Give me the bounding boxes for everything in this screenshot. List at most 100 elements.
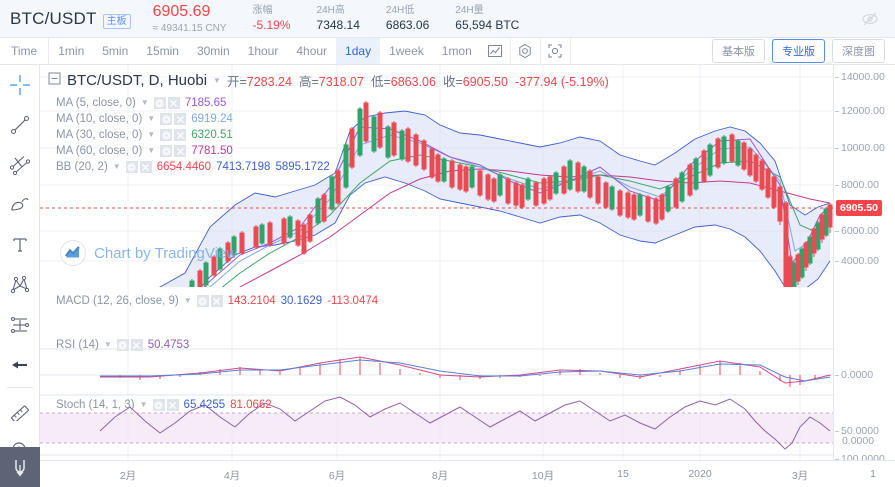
collapse-icon[interactable] [48, 72, 61, 89]
magnet-icon[interactable] [0, 447, 40, 487]
stat-value: -5.19% [252, 18, 291, 32]
settings-icon[interactable] [511, 38, 541, 64]
indicator-icon[interactable] [481, 38, 511, 64]
stat-label: 24H高 [316, 5, 345, 16]
interval-1mon[interactable]: 1mon [441, 44, 472, 58]
stat-high: 24H高 7348.14 [317, 5, 360, 32]
chevron-down-icon[interactable]: ▼ [147, 146, 156, 155]
indicator-remove-icon[interactable] [167, 97, 180, 109]
indicator-row-bb[interactable]: BB (20, 2) ▼ 6654.4460 7413.7198 5895.17… [56, 159, 330, 175]
indicator-remove-icon[interactable] [174, 113, 187, 125]
indicator-settings-icon[interactable] [116, 339, 129, 351]
indicator-settings-icon[interactable] [152, 399, 165, 411]
macd-tick: 0.0000 [834, 369, 874, 381]
indicator-remove-icon[interactable] [166, 399, 179, 411]
ohlc-low-value: 6863.06 [390, 75, 436, 89]
view-switcher: 基本版 专业版 深度图 [712, 38, 895, 64]
rsi-legend[interactable]: RSI (14) ▼ 50.4753 [56, 337, 189, 353]
price-pane [40, 101, 833, 287]
interval-toolbar: Time 1min 5min 15min 30min 1hour 4hour 1… [0, 38, 895, 65]
indicator-remove-icon[interactable] [130, 339, 143, 351]
ohlc-open-key: 开= [226, 75, 247, 89]
chevron-down-icon[interactable]: ▼ [147, 130, 156, 139]
chevron-down-icon[interactable]: ▼ [140, 98, 149, 107]
stat-value: 7348.14 [316, 18, 360, 32]
interval-1week[interactable]: 1week [389, 44, 424, 58]
stoch-k-value: 65.4255 [183, 399, 226, 411]
price-tick: 10000.00 [835, 142, 885, 154]
indicator-settings-icon[interactable] [160, 145, 173, 157]
stoch-legend[interactable]: Stoch (14, 1, 3) ▼ 65.4255 81.0662 [56, 397, 272, 413]
indicator-row-ma60[interactable]: MA (60, close, 0) ▼ 7781.50 [56, 143, 330, 159]
indicator-settings-icon[interactable] [153, 97, 166, 109]
interval-5min[interactable]: 5min [102, 44, 129, 58]
time-tick: 15 [617, 468, 629, 480]
indicator-settings-icon[interactable] [196, 295, 209, 307]
indicator-label: MA (5, close, 0) [56, 97, 136, 109]
interval-1min[interactable]: 1min [58, 44, 85, 58]
stoch-axis-zero: 0.0000 [841, 435, 875, 447]
interval-4hour[interactable]: 4hour [296, 44, 328, 58]
chevron-down-icon[interactable]: ▼ [147, 114, 156, 123]
indicator-row-ma10[interactable]: MA (10, close, 0) ▼ 6919.24 [56, 111, 330, 127]
indicator-value: 7413.7198 [216, 161, 271, 173]
interval-1day[interactable]: 1day [336, 38, 381, 64]
measure-ruler-icon[interactable] [0, 390, 40, 430]
interval-1hour[interactable]: 1hour [247, 44, 279, 58]
tradingview-watermark: Chart by TradingView [60, 240, 237, 266]
indicator-settings-icon[interactable] [125, 161, 138, 173]
fullscreen-icon[interactable] [541, 38, 571, 64]
fib-tools-icon[interactable] [0, 305, 40, 345]
chart-container[interactable]: Chart by TradingView BTC/USDT, D, Huobi … [40, 65, 895, 487]
time-tick: 2020 [688, 468, 712, 480]
chevron-down-icon[interactable]: ▼ [139, 400, 148, 409]
chevron-down-icon[interactable]: ▼ [183, 296, 192, 305]
symbol-block[interactable]: BTC/USDT 主板 [0, 9, 131, 29]
trend-line-icon[interactable] [0, 105, 40, 145]
view-pro-button[interactable]: 专业版 [772, 39, 825, 63]
price-axis[interactable]: 14000.00 12000.00 10000.00 8000.00 6905.… [833, 65, 895, 487]
pattern-icon[interactable] [0, 265, 40, 305]
eye-slash-icon[interactable] [861, 10, 879, 33]
current-price-badge: 6905.50 [836, 200, 882, 216]
brush-icon[interactable] [0, 185, 40, 225]
parallel-channel-icon[interactable] [0, 145, 40, 185]
chevron-down-icon[interactable]: ▼ [103, 340, 112, 349]
time-tick: 3月 [791, 470, 809, 482]
chevron-down-icon[interactable]: ▼ [213, 76, 221, 85]
interval-30min[interactable]: 30min [196, 44, 230, 58]
stat-label: 24H低 [385, 5, 415, 16]
indicator-value: 6654.4460 [156, 161, 212, 173]
crosshair-icon[interactable] [0, 65, 40, 105]
indicator-settings-icon[interactable] [160, 113, 173, 125]
price-tick: 12000.00 [835, 105, 885, 117]
time-axis[interactable]: 2月 4月 6月 8月 10月 15 2020 3月 1 0.0000 [40, 435, 895, 487]
indicator-row-ma5[interactable]: MA (5, close, 0) ▼ 7185.65 [56, 95, 330, 111]
indicator-settings-icon[interactable] [160, 129, 173, 141]
stat-change: 涨幅 -5.19% [252, 5, 290, 32]
price-tick: 4000.00 [835, 255, 879, 267]
view-basic-button[interactable]: 基本版 [712, 39, 765, 63]
interval-15min[interactable]: 15min [146, 44, 179, 58]
tradingview-logo-icon [60, 240, 86, 266]
indicator-remove-icon[interactable] [139, 161, 152, 173]
macd-value: 143.2104 [227, 295, 276, 307]
ohlc-values: 开=7283.24 高=7318.07 低=6863.06 收=6905.50 … [227, 71, 609, 90]
rsi-tick: 50.0000 [835, 425, 879, 437]
chevron-down-icon[interactable]: ▼ [112, 162, 121, 171]
time-tick: 6月 [328, 470, 346, 482]
ohlc-high-key: 高= [298, 75, 319, 89]
ohlc-low-key: 低= [370, 75, 391, 89]
view-depth-button[interactable]: 深度图 [832, 39, 885, 63]
bollinger-upper-line [158, 110, 831, 287]
chart-symbol-title: BTC/USDT, D, Huobi [67, 72, 208, 89]
indicator-remove-icon[interactable] [174, 145, 187, 157]
indicator-row-ma30[interactable]: MA (30, close, 0) ▼ 6320.51 [56, 127, 330, 143]
indicator-remove-icon[interactable] [210, 295, 223, 307]
app-header: BTC/USDT 主板 6905.69 ≈ 49341.15 CNY 涨幅 -5… [0, 0, 895, 38]
arrow-icon[interactable] [0, 345, 40, 385]
macd-legend[interactable]: MACD (12, 26, close, 9) ▼ 143.2104 30.16… [56, 293, 378, 309]
stat-label: 24H量 [455, 5, 484, 16]
text-icon[interactable] [0, 225, 40, 265]
indicator-remove-icon[interactable] [174, 129, 187, 141]
